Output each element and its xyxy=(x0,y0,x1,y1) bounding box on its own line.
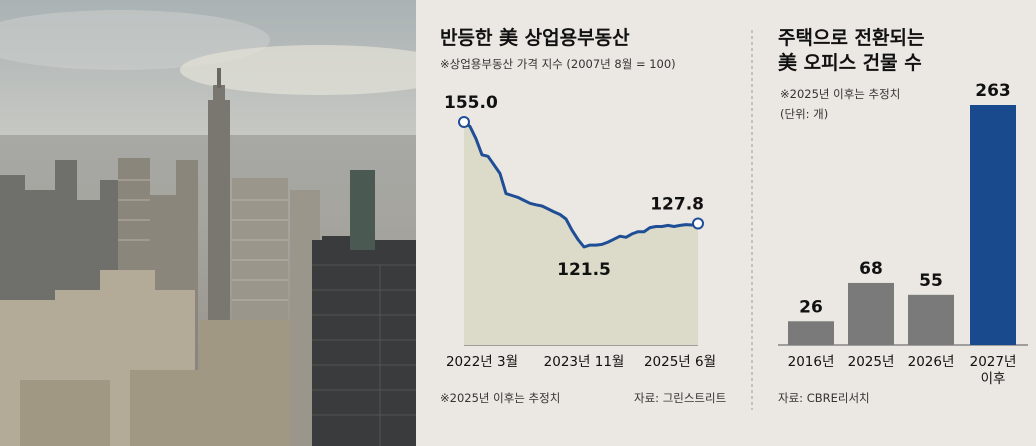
series-line xyxy=(463,120,699,249)
bar-2027-after xyxy=(970,105,1016,345)
bar-category-label: 2027년 이후 xyxy=(970,354,1017,387)
line-chart: 155.0 121.5 127.8 2022년 3월 2023년 11월 202… xyxy=(444,93,716,370)
right-chart-source: 자료: CBRE리서치 xyxy=(778,391,870,405)
bar-value-label: 26 xyxy=(799,297,823,317)
left-chart-title: 반등한 美 상업용부동산 xyxy=(440,26,630,49)
bar-category-label: 2016년 xyxy=(788,354,835,370)
end-point xyxy=(692,217,704,230)
start-point xyxy=(458,116,470,128)
x-tick-label: 2023년 11월 xyxy=(544,354,625,370)
annotation-end-value: 127.8 xyxy=(650,194,704,214)
bar-category-label: 2025년 xyxy=(848,354,895,370)
bar-value-label: 55 xyxy=(919,271,943,291)
bar-chart: 26 68 55 263 2016년 2025년 2026년 2027년 이후 xyxy=(778,81,1028,387)
x-tick-label: 2022년 3월 xyxy=(446,354,518,370)
right-chart-note: ※2025년 이후는 추정치 xyxy=(780,87,900,101)
x-tick-label: 2025년 6월 xyxy=(644,354,716,370)
left-chart-source: 자료: 그린스트리트 xyxy=(634,391,726,405)
right-chart-title-line1: 주택으로 전환되는 xyxy=(778,27,924,49)
right-chart-title-line2: 美 오피스 건물 수 xyxy=(778,51,922,74)
area-fill xyxy=(464,122,698,345)
annotation-start-value: 155.0 xyxy=(444,93,498,113)
right-chart-unit: (단위: 개) xyxy=(780,107,828,121)
bar-2016 xyxy=(788,321,834,345)
bar-2025 xyxy=(848,282,894,345)
left-chart-subtitle: ※상업용부동산 가격 지수 (2007년 8월 = 100) xyxy=(440,57,676,71)
annotation-min-value: 121.5 xyxy=(557,260,611,280)
bar-category-label: 2026년 xyxy=(908,354,955,370)
bar-2026 xyxy=(908,294,954,345)
charts-canvas: 반등한 美 상업용부동산 ※상업용부동산 가격 지수 (2007년 8월 = 1… xyxy=(440,26,1028,410)
bar-value-label: 68 xyxy=(859,259,883,279)
city-skyline-photo xyxy=(0,0,416,446)
bar-value-label: 263 xyxy=(975,81,1011,101)
left-chart-footnote: ※2025년 이후는 추정치 xyxy=(440,391,560,405)
